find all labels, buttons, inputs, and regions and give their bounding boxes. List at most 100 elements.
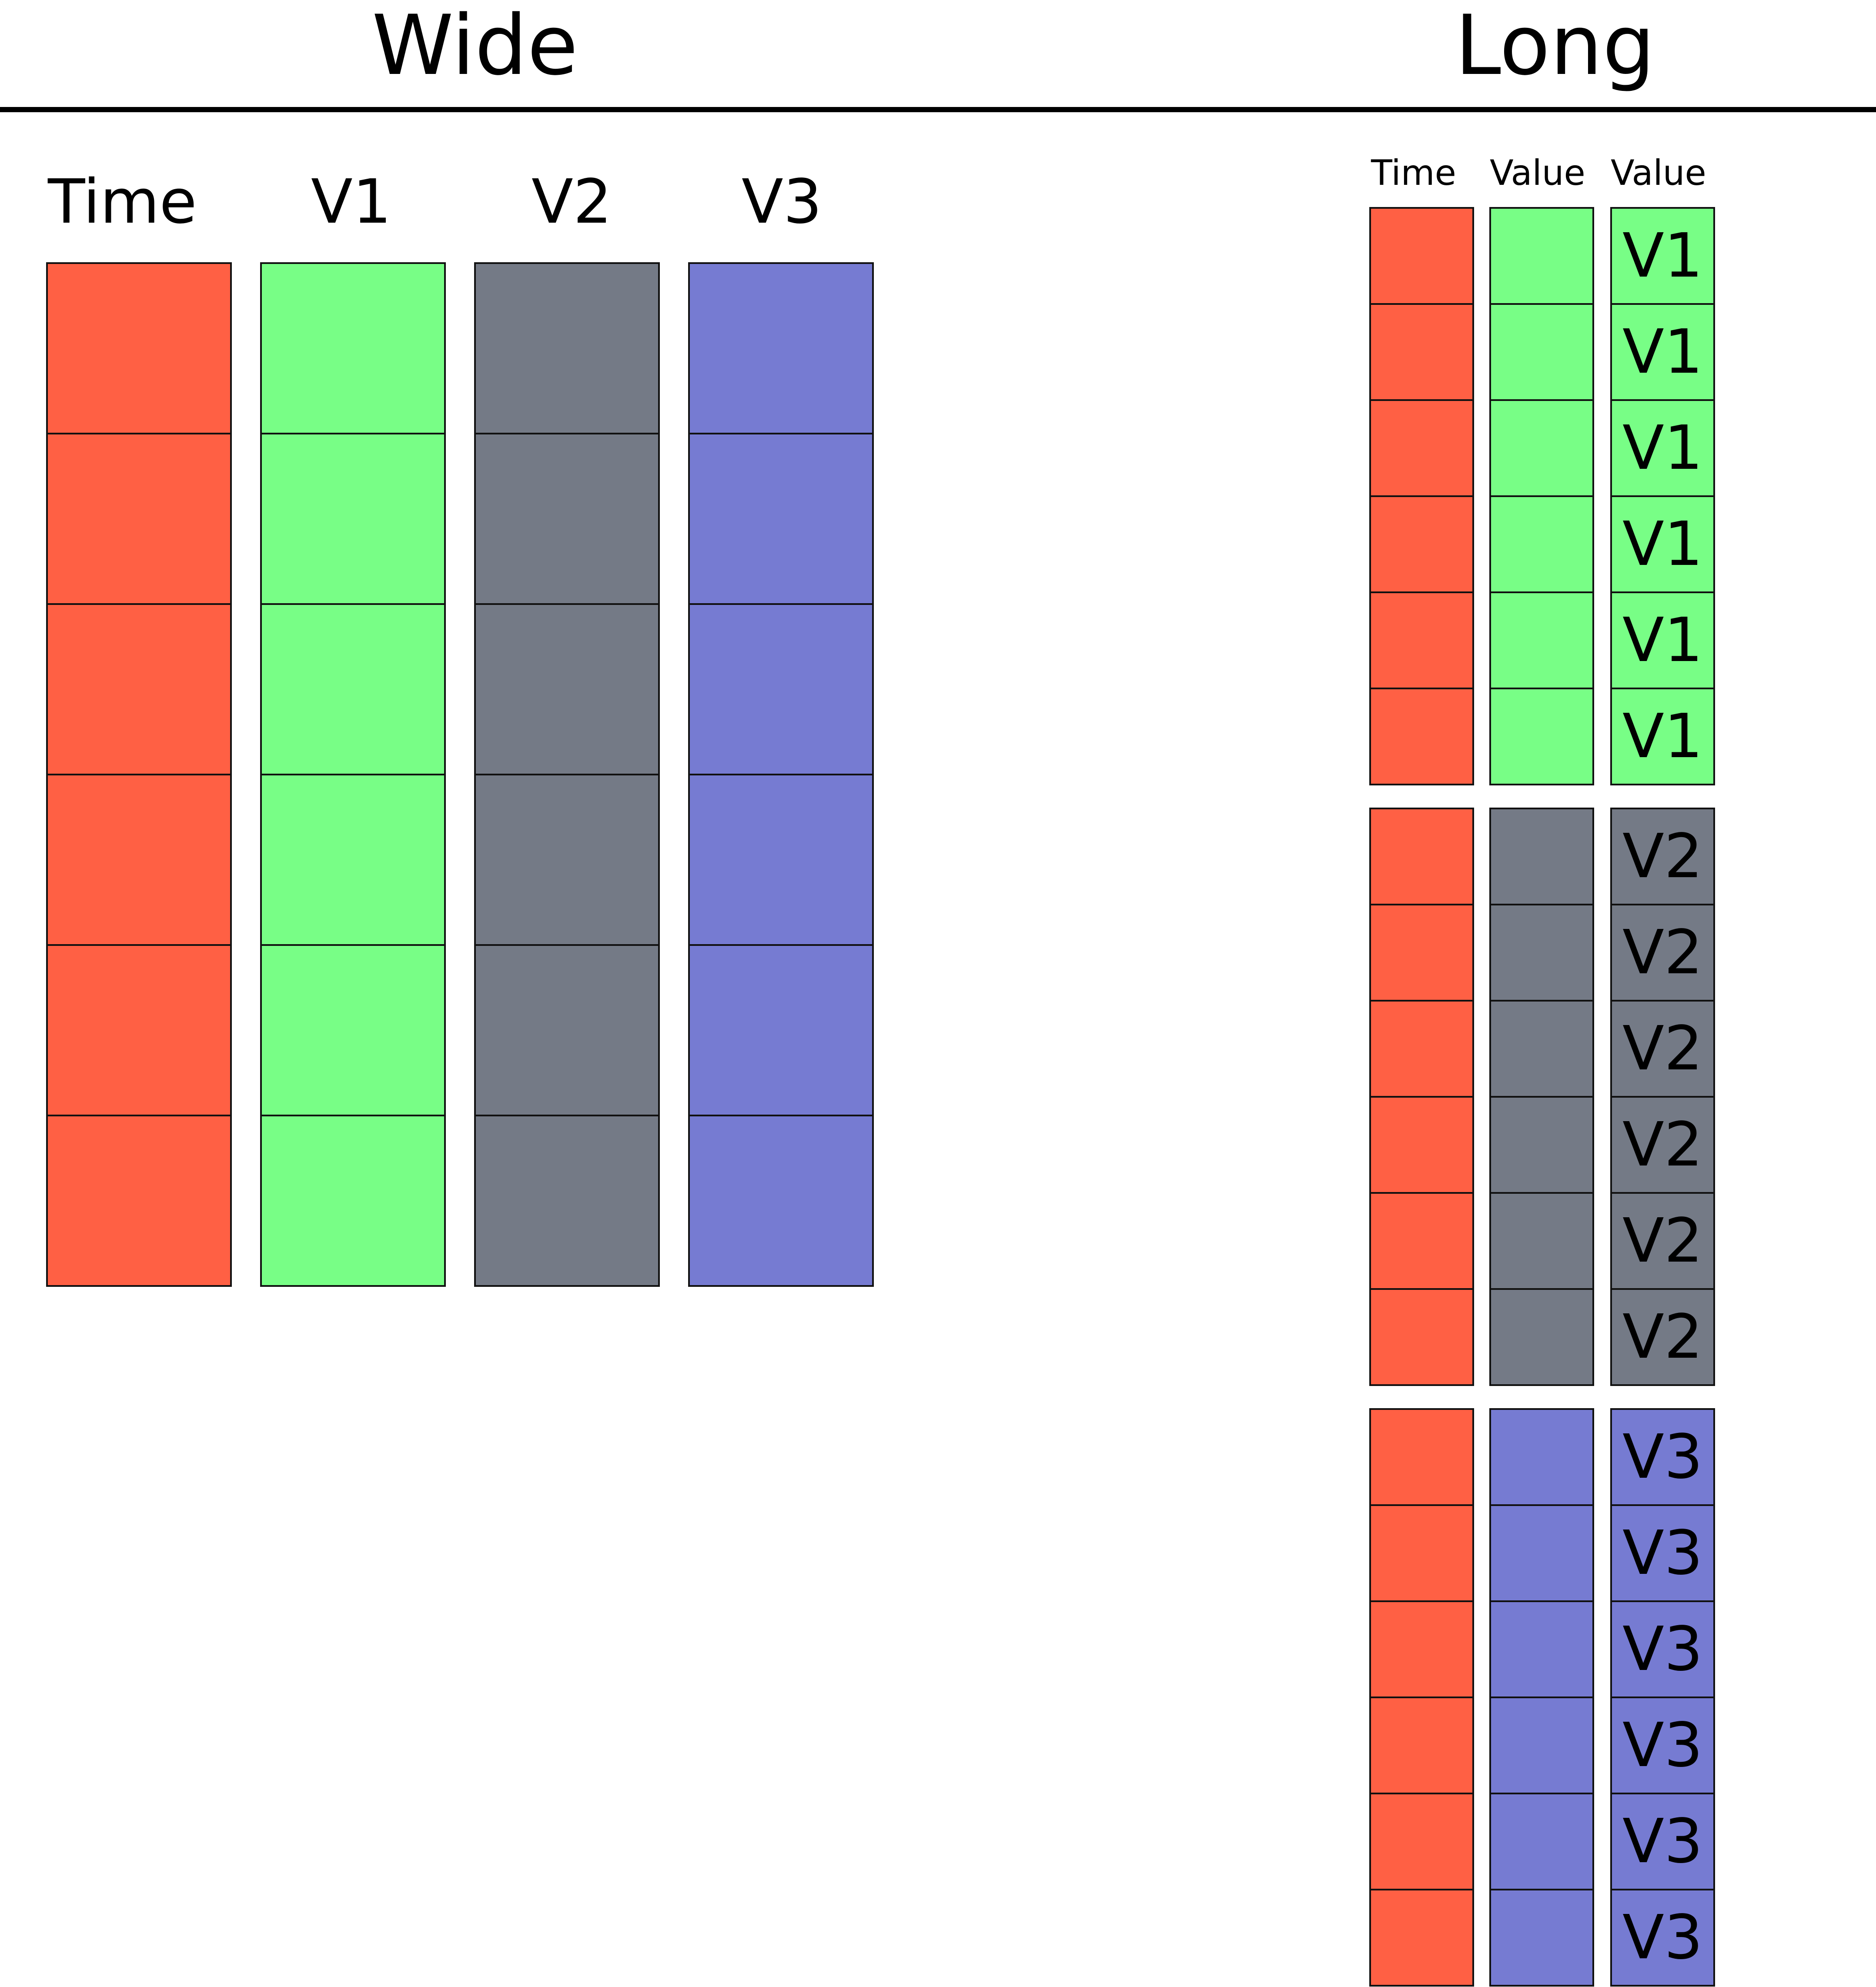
table-cell [1491,1194,1594,1290]
table-cell [476,605,660,775]
variable-cell: V1 [1612,593,1715,689]
table-cell [1491,305,1594,401]
variable-cell: V1 [1612,305,1715,401]
table-cell [48,605,232,775]
wide-header-v1: V1 [311,167,391,237]
table-cell [1491,905,1594,1002]
long-header-value: Value [1490,153,1585,193]
table-cell [476,1116,660,1287]
table-cell [1371,809,1474,905]
table-cell [1371,401,1474,497]
table-cell [1491,497,1594,593]
long-value-column-v3 [1489,1408,1594,1987]
variable-cell: V3 [1612,1890,1715,1987]
table-cell [1371,1698,1474,1794]
table-cell [1371,305,1474,401]
table-cell [476,946,660,1116]
long-variable-column-v1: V1 V1 V1 V1 V1 V1 [1610,207,1715,785]
wide-header-v3: V3 [742,167,822,237]
long-variable-column-v3: V3 V3 V3 V3 V3 V3 [1610,1408,1715,1987]
table-cell [1371,1890,1474,1987]
table-cell [1371,1602,1474,1698]
table-cell [262,434,446,605]
long-time-column-v2 [1369,808,1474,1386]
wide-header-time: Time [48,167,197,237]
variable-cell: V3 [1612,1698,1715,1794]
table-cell [690,946,874,1116]
long-variable-column-v2: V2 V2 V2 V2 V2 V2 [1610,808,1715,1386]
table-cell [1491,209,1594,305]
table-cell [48,264,232,434]
table-cell [1371,497,1474,593]
table-cell [1491,1506,1594,1602]
variable-cell: V2 [1612,1290,1715,1386]
variable-cell: V1 [1612,689,1715,785]
variable-cell: V2 [1612,1002,1715,1098]
table-cell [690,1116,874,1287]
table-cell [262,264,446,434]
table-cell [48,775,232,946]
table-cell [1491,401,1594,497]
table-cell [1491,1698,1594,1794]
table-cell [1491,1602,1594,1698]
long-time-column-v1 [1369,207,1474,785]
table-cell [476,775,660,946]
table-cell [1371,689,1474,785]
variable-cell: V2 [1612,1194,1715,1290]
variable-cell: V3 [1612,1602,1715,1698]
table-cell [690,605,874,775]
long-title: Long [1455,0,1655,94]
variable-cell: V2 [1612,905,1715,1002]
variable-cell: V2 [1612,1098,1715,1194]
table-cell [1371,593,1474,689]
table-cell [262,775,446,946]
wide-column-v1 [260,262,446,1287]
table-cell [1371,209,1474,305]
table-cell [262,946,446,1116]
table-cell [262,1116,446,1287]
wide-column-v2 [474,262,660,1287]
long-header-variable: Value [1611,153,1706,193]
table-cell [1371,1002,1474,1098]
table-cell [1491,1098,1594,1194]
variable-cell: V3 [1612,1794,1715,1890]
long-header-time: Time [1371,153,1456,193]
table-cell [690,775,874,946]
table-cell [1371,1410,1474,1506]
wide-column-time [46,262,232,1287]
table-cell [1371,1194,1474,1290]
table-cell [1491,1794,1594,1890]
table-cell [1491,809,1594,905]
table-cell [1371,1098,1474,1194]
variable-cell: V1 [1612,209,1715,305]
table-cell [690,264,874,434]
table-cell [262,605,446,775]
table-cell [1491,1890,1594,1987]
table-cell [1491,1290,1594,1386]
table-cell [476,434,660,605]
table-cell [1491,1002,1594,1098]
table-cell [48,434,232,605]
table-cell [1371,905,1474,1002]
table-cell [690,434,874,605]
header-divider [0,107,1876,112]
wide-header-v2: V2 [532,167,612,237]
variable-cell: V1 [1612,401,1715,497]
table-cell [1371,1290,1474,1386]
variable-cell: V1 [1612,497,1715,593]
table-cell [476,264,660,434]
table-cell [1371,1506,1474,1602]
table-cell [1491,593,1594,689]
table-cell [1371,1794,1474,1890]
wide-title: Wide [372,0,578,94]
variable-cell: V3 [1612,1506,1715,1602]
long-time-column-v3 [1369,1408,1474,1987]
table-cell [1491,689,1594,785]
long-value-column-v1 [1489,207,1594,785]
variable-cell: V2 [1612,809,1715,905]
table-cell [1491,1410,1594,1506]
table-cell [48,1116,232,1287]
variable-cell: V3 [1612,1410,1715,1506]
long-value-column-v2 [1489,808,1594,1386]
wide-column-v3 [688,262,874,1287]
